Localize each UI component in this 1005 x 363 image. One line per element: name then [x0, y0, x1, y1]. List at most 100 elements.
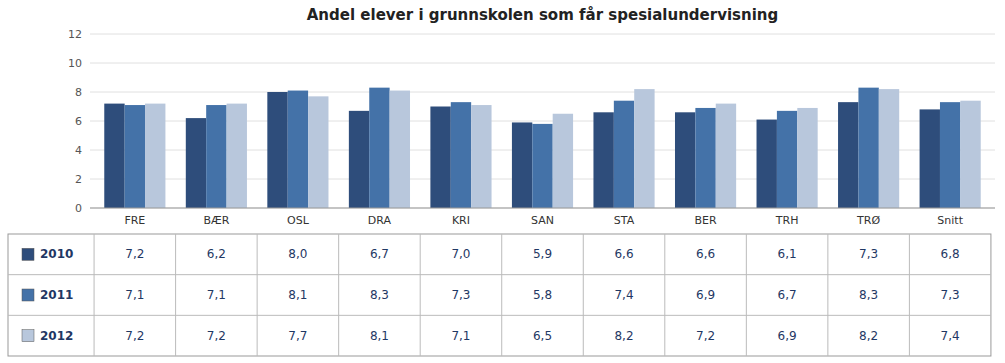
table-col-line: [338, 234, 339, 356]
bar: [512, 122, 532, 208]
bar: [838, 102, 858, 208]
bar: [125, 105, 145, 208]
table-value: 5,8: [533, 288, 552, 302]
table-col-line: [175, 234, 176, 356]
title: Andel elever i grunnskolen som får spesi…: [307, 6, 778, 24]
table-value: 8,3: [859, 288, 878, 302]
chart-svg: Andel elever i grunnskolen som får spesi…: [0, 0, 1005, 363]
x-tick-label: DRA: [368, 214, 392, 227]
x-axis-line: [90, 208, 995, 209]
table-value: 7,3: [941, 288, 960, 302]
bar: [553, 114, 573, 208]
x-tick-label: FRE: [124, 214, 145, 227]
y-tick-label: 4: [75, 144, 82, 157]
table-value: 8,0: [288, 247, 307, 261]
grid-line: [90, 63, 995, 64]
bar: [451, 102, 471, 208]
table-value: 7,1: [451, 329, 470, 343]
bar: [104, 104, 124, 208]
table-value: 5,9: [533, 247, 552, 261]
y-tick-label: 10: [68, 57, 82, 70]
legend-label: 2011: [40, 288, 73, 302]
table-value: 6,1: [778, 247, 797, 261]
table-row-line: [8, 315, 991, 316]
bar: [858, 88, 878, 208]
y-tick-label: 2: [75, 173, 82, 186]
table-value: 7,2: [125, 247, 144, 261]
bar: [757, 120, 777, 208]
x-tick-label: BER: [694, 214, 716, 227]
bar: [593, 112, 613, 208]
grid-line: [90, 34, 995, 35]
grid-line: [90, 208, 995, 209]
table-value: 6,6: [696, 247, 715, 261]
legend-swatch: [22, 289, 34, 301]
bar: [797, 108, 817, 208]
table-value: 7,4: [614, 288, 633, 302]
bar: [430, 107, 450, 209]
bar: [614, 101, 634, 208]
bar: [675, 112, 695, 208]
table-col-line: [257, 234, 258, 356]
x-tick-label: TRØ: [856, 214, 880, 227]
table-value: 8,3: [370, 288, 389, 302]
x-tick-label: Snitt: [937, 214, 963, 227]
data-table: 2010 7,2 6,2 8,0 6,7 7,0 5,9 6,6 6,6 6,1 7,3 6,8 201…: [8, 234, 991, 356]
y-tick-label: 12: [68, 28, 82, 41]
table-value: 7,7: [288, 329, 307, 343]
x-tick-label: OSL: [287, 214, 310, 227]
table-value: 7,0: [451, 247, 470, 261]
bar: [471, 105, 491, 208]
table-value: 6,7: [370, 247, 389, 261]
table-value: 7,3: [451, 288, 470, 302]
bar: [369, 88, 389, 208]
table-value: 7,1: [207, 288, 226, 302]
x-tick-label: KRI: [452, 214, 470, 227]
table-value: 6,8: [941, 247, 960, 261]
legend-label: 2010: [40, 247, 73, 261]
table-border: [8, 234, 991, 356]
bar: [777, 111, 797, 208]
table-value: 6,7: [778, 288, 797, 302]
table-value: 8,2: [614, 329, 633, 343]
x-tick-label: TRH: [775, 214, 799, 227]
table-value: 8,2: [859, 329, 878, 343]
bar: [288, 91, 308, 208]
bar: [227, 104, 247, 208]
table-row-line: [8, 274, 991, 275]
table-col-line: [94, 234, 95, 356]
legend-swatch: [22, 248, 34, 260]
bar: [206, 105, 226, 208]
y-tick-label: 8: [75, 86, 82, 99]
legend-label: 2012: [40, 329, 73, 343]
table-value: 7,4: [941, 329, 960, 343]
table-col-line: [420, 234, 421, 356]
table-col-line: [583, 234, 584, 356]
table-value: 6,6: [614, 247, 633, 261]
table-value: 6,9: [778, 329, 797, 343]
table-col-line: [746, 234, 747, 356]
bar: [145, 104, 165, 208]
x-tick-label: STA: [614, 214, 635, 227]
grid: [90, 34, 995, 208]
table-value: 6,9: [696, 288, 715, 302]
bar: [308, 96, 328, 208]
bars: [104, 88, 980, 208]
bar: [634, 89, 654, 208]
legend-swatch: [22, 330, 34, 342]
table-col-line: [909, 234, 910, 356]
bar: [879, 89, 899, 208]
chart-container: Andel elever i grunnskolen som får spesi…: [0, 0, 1005, 363]
table-value: 7,2: [696, 329, 715, 343]
bar: [532, 124, 552, 208]
bar: [390, 91, 410, 208]
table-value: 7,3: [859, 247, 878, 261]
table-value: 8,1: [288, 288, 307, 302]
table-value: 8,1: [370, 329, 389, 343]
table-value: 7,1: [125, 288, 144, 302]
table-value: 6,2: [207, 247, 226, 261]
bar: [186, 118, 206, 208]
table-col-line: [501, 234, 502, 356]
table-value: 6,5: [533, 329, 552, 343]
bar: [349, 111, 369, 208]
